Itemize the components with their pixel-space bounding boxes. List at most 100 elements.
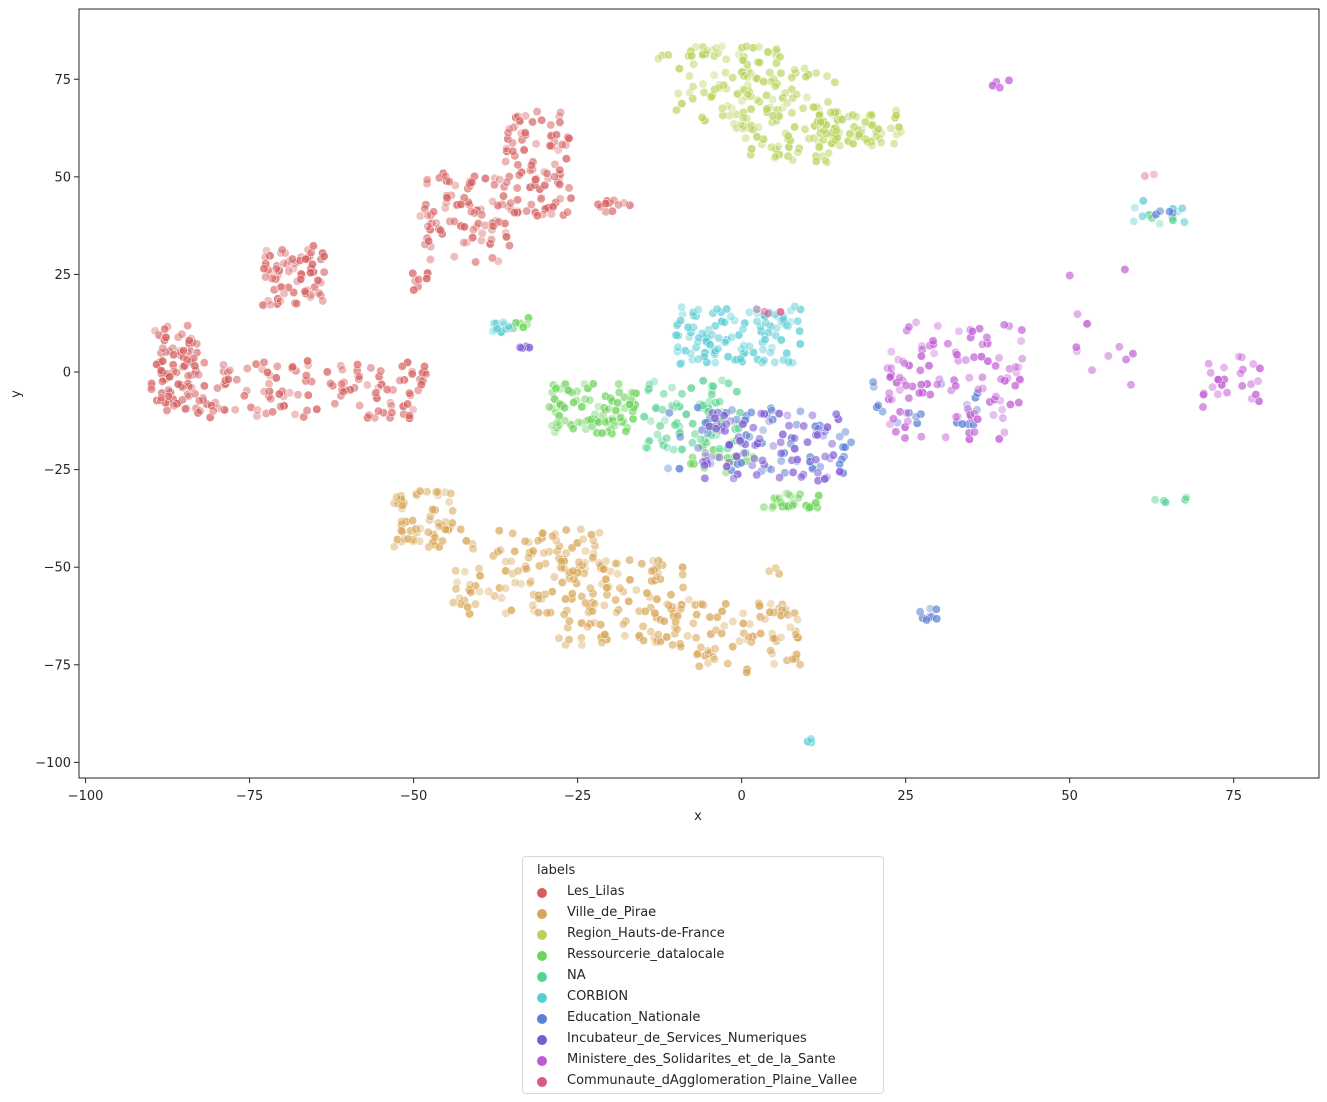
point-incubateur-de-services-numeriques — [776, 448, 786, 458]
point-ministere-des-solidarites-et-de-la-sante — [973, 414, 983, 424]
point-ministere-des-solidarites-et-de-la-sante — [884, 388, 894, 398]
point-ville-de-pirae — [496, 545, 505, 555]
point-corbion — [712, 304, 722, 314]
point-ministere-des-solidarites-et-de-la-sante — [1198, 402, 1208, 412]
points-layer — [146, 41, 1265, 747]
point-incubateur-de-services-numeriques — [790, 444, 800, 454]
point-les-lilas — [362, 380, 372, 390]
legend-marker — [537, 930, 547, 940]
x-tick-label: −75 — [236, 789, 263, 804]
point-incubateur-de-services-numeriques — [700, 448, 710, 458]
point-education-nationale — [693, 443, 703, 453]
point-ville-de-pirae — [408, 516, 418, 526]
point-education-nationale — [1165, 207, 1175, 217]
point-les-lilas — [266, 300, 276, 310]
point-ministere-des-solidarites-et-de-la-sante — [1206, 368, 1216, 378]
point-region-hauts-de-france — [747, 144, 757, 154]
point-ministere-des-solidarites-et-de-la-sante — [886, 347, 896, 357]
point-les-lilas — [459, 222, 469, 232]
point-ville-de-pirae — [533, 536, 543, 546]
point-les-lilas — [471, 257, 481, 267]
point-na — [707, 390, 717, 400]
point-ministere-des-solidarites-et-de-la-sante — [989, 410, 998, 420]
point-region-hauts-de-france — [824, 148, 833, 158]
point-education-nationale — [767, 405, 777, 415]
point-les-lilas — [337, 379, 347, 389]
point-ressourcerie-datalocale — [560, 403, 569, 413]
point-les-lilas — [425, 255, 435, 264]
point-ministere-des-solidarites-et-de-la-sante — [978, 339, 987, 349]
point-incubateur-de-services-numeriques — [790, 433, 799, 443]
point-les-lilas — [178, 346, 188, 356]
point-corbion — [710, 358, 720, 368]
point-les-lilas — [436, 225, 446, 235]
point-corbion — [736, 354, 745, 364]
point-les-lilas — [158, 343, 168, 353]
legend-label: Ville_de_Pirae — [567, 905, 657, 920]
point-education-nationale — [746, 407, 756, 417]
point-ville-de-pirae — [683, 631, 692, 641]
point-ressourcerie-datalocale — [600, 417, 610, 427]
point-les-lilas — [515, 116, 525, 126]
point-na — [659, 389, 669, 399]
point-ville-de-pirae — [448, 598, 458, 608]
point-corbion — [693, 354, 703, 364]
point-ministere-des-solidarites-et-de-la-sante — [900, 359, 910, 368]
point-corbion — [688, 308, 698, 317]
point-les-lilas — [415, 211, 425, 221]
point-ville-de-pirae — [599, 564, 609, 574]
point-les-lilas — [307, 259, 317, 269]
point-les-lilas — [519, 145, 529, 155]
point-ressourcerie-datalocale — [621, 426, 631, 436]
point-les-lilas — [157, 393, 166, 403]
point-les-lilas — [607, 206, 617, 216]
point-region-hauts-de-france — [891, 110, 901, 120]
point-education-nationale — [693, 403, 703, 412]
point-ressourcerie-datalocale — [518, 322, 528, 332]
point-ville-de-pirae — [650, 608, 660, 618]
point-ville-de-pirae — [564, 635, 574, 645]
point-education-nationale — [795, 406, 805, 416]
point-ministere-des-solidarites-et-de-la-sante — [1005, 400, 1015, 409]
point-les-lilas — [146, 384, 156, 394]
point-les-lilas — [272, 361, 282, 371]
point-ministere-des-solidarites-et-de-la-sante — [995, 83, 1005, 93]
point-region-hauts-de-france — [759, 77, 769, 87]
legend-marker — [537, 951, 547, 961]
x-axis: −100 −75 −50 −25 0 25 50 75 — [68, 778, 1242, 804]
point-les-lilas — [542, 168, 552, 178]
point-les-lilas — [184, 335, 194, 345]
point-les-lilas — [508, 146, 518, 156]
point-incubateur-de-services-numeriques — [757, 455, 767, 465]
point-ville-de-pirae — [672, 624, 682, 634]
point-region-hauts-de-france — [782, 98, 792, 108]
point-ville-de-pirae — [738, 608, 748, 618]
point-ville-de-pirae — [717, 606, 727, 616]
point-ministere-des-solidarites-et-de-la-sante — [895, 407, 905, 417]
point-corbion — [1179, 217, 1189, 227]
point-les-lilas — [422, 273, 432, 283]
point-ville-de-pirae — [653, 630, 663, 640]
point-ministere-des-solidarites-et-de-la-sante — [943, 339, 953, 349]
point-education-nationale — [745, 432, 754, 442]
point-ville-de-pirae — [568, 566, 578, 576]
point-ville-de-pirae — [423, 527, 433, 537]
point-ministere-des-solidarites-et-de-la-sante — [933, 321, 943, 331]
point-ministere-des-solidarites-et-de-la-sante — [1253, 376, 1263, 386]
point-ville-de-pirae — [676, 642, 686, 652]
point-ville-de-pirae — [637, 559, 647, 569]
point-education-nationale — [931, 604, 941, 614]
point-education-nationale — [958, 419, 967, 429]
point-ville-de-pirae — [624, 596, 634, 606]
point-ville-de-pirae — [783, 610, 793, 620]
point-ministere-des-solidarites-et-de-la-sante — [998, 413, 1008, 423]
y-tick-label: −100 — [35, 756, 71, 771]
point-ville-de-pirae — [774, 569, 784, 579]
point-les-lilas — [225, 365, 235, 375]
point-incubateur-de-services-numeriques — [820, 474, 830, 484]
y-axis-label: y — [9, 390, 24, 398]
point-ville-de-pirae — [510, 578, 520, 588]
point-ville-de-pirae — [446, 489, 456, 498]
point-les-lilas — [550, 172, 559, 182]
point-na — [644, 379, 654, 389]
